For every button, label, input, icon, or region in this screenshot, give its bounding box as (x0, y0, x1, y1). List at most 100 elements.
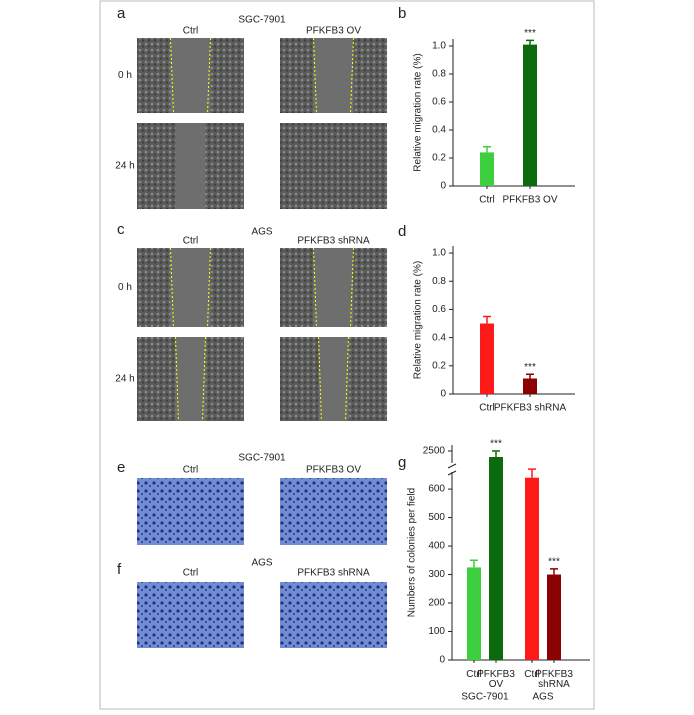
x-tick-label: PFKFB3 shRNA (494, 403, 567, 414)
bar (525, 477, 539, 660)
panel-letter: a (117, 5, 126, 22)
y-tick-label: 0 (440, 181, 446, 192)
scratch-gap (170, 248, 211, 327)
x-tick-label: Ctrl (524, 669, 540, 680)
significance: *** (524, 28, 536, 39)
row-label: 0 h (118, 70, 132, 81)
y-tick-label: 1.0 (432, 248, 446, 259)
y-tick-label: 0.6 (432, 97, 446, 108)
bar (467, 567, 481, 660)
wound-edge (170, 37, 174, 114)
y-tick-label: 400 (428, 541, 445, 552)
y-axis-label: Relative migration rate (%) (413, 261, 424, 379)
y-axis-label: Numbers of colonies per field (407, 488, 418, 618)
axis-break (447, 470, 457, 476)
error-bar (483, 146, 491, 153)
significance: *** (490, 439, 502, 450)
y-tick-label: 300 (428, 569, 445, 580)
scratch-gap (313, 248, 354, 327)
significance: *** (548, 556, 560, 567)
axis-break (447, 463, 457, 469)
y-tick-label: 100 (428, 626, 445, 637)
panel-title: SGC-7901 (238, 15, 286, 26)
scratch-gap (313, 38, 354, 113)
column-label: Ctrl (183, 465, 199, 476)
y-tick-label: 0 (439, 655, 445, 666)
frame (99, 0, 595, 710)
bar (489, 457, 503, 660)
error-bar (470, 559, 478, 568)
wound-edge (350, 247, 354, 328)
scratch-gap (170, 38, 211, 113)
bar (523, 44, 537, 186)
error-bar (528, 468, 536, 478)
x-tick-label: Ctrl (479, 195, 495, 206)
error-bar (550, 568, 558, 575)
y-tick-label: 2500 (423, 446, 446, 457)
error-bar (526, 39, 534, 45)
y-tick-label: 0.8 (432, 276, 446, 287)
y-tick-label: 0.2 (432, 153, 446, 164)
column-label: Ctrl (183, 236, 199, 247)
column-label: PFKFB3 OV (306, 26, 361, 37)
wound-edge (207, 247, 211, 328)
row-label: 24 h (115, 374, 134, 385)
error-bar (526, 373, 534, 379)
x-tick-label: Ctrl (466, 669, 482, 680)
micrograph (280, 478, 387, 545)
micrograph (137, 478, 244, 545)
column-label: PFKFB3 shRNA (297, 568, 370, 579)
y-tick-label: 1.0 (432, 41, 446, 52)
error-bar (483, 315, 491, 324)
y-tick-label: 0.2 (432, 360, 446, 371)
wound-edge (313, 37, 317, 114)
y-tick-label: 0.8 (432, 69, 446, 80)
x-tick-label: Ctrl (479, 403, 495, 414)
y-tick-label: 0.4 (432, 332, 446, 343)
bar (523, 378, 537, 394)
y-tick-label: 600 (428, 484, 445, 495)
y-tick-label: 0 (440, 389, 446, 400)
group-label: AGS (532, 692, 553, 703)
column-label: PFKFB3 shRNA (297, 236, 370, 247)
wound-edge (170, 247, 174, 328)
row-label: 24 h (115, 161, 134, 172)
x-tick-label: PFKFB3 shRNA (535, 669, 573, 690)
error-bar (492, 450, 500, 457)
scratch-gap (318, 337, 349, 421)
micrograph (137, 582, 244, 648)
row-label: 0 h (118, 282, 132, 293)
panel-letter: g (398, 454, 406, 471)
x-tick-label: PFKFB3 OV (502, 195, 557, 206)
panel-title: AGS (251, 227, 272, 238)
wound-edge (313, 247, 317, 328)
wound-edge (207, 37, 211, 114)
y-tick-label: 0.6 (432, 304, 446, 315)
bar (547, 574, 561, 660)
y-axis-label: Relative migration rate (%) (413, 53, 424, 171)
bar (480, 152, 494, 186)
x-tick-label: PFKFB3 OV (477, 669, 515, 690)
panel-letter: e (117, 459, 125, 476)
panel-title: AGS (251, 558, 272, 569)
panel-letter: b (398, 5, 406, 22)
micrograph (280, 123, 387, 209)
panel-letter: d (398, 223, 406, 240)
panel-letter: f (117, 561, 122, 578)
y-tick-label: 200 (428, 598, 445, 609)
column-label: Ctrl (183, 26, 199, 37)
panel-title: SGC-7901 (238, 453, 286, 464)
significance: *** (524, 362, 536, 373)
wound-edge (350, 37, 354, 114)
column-label: Ctrl (183, 568, 199, 579)
y-tick-label: 500 (428, 512, 445, 523)
panel-letter: c (117, 221, 125, 238)
y-tick-label: 0.4 (432, 125, 446, 136)
scratch-gap (175, 337, 206, 421)
scratch-gap (175, 123, 206, 209)
bar (480, 323, 494, 394)
group-label: SGC-7901 (461, 692, 509, 703)
column-label: PFKFB3 OV (306, 465, 361, 476)
micrograph (280, 582, 387, 648)
